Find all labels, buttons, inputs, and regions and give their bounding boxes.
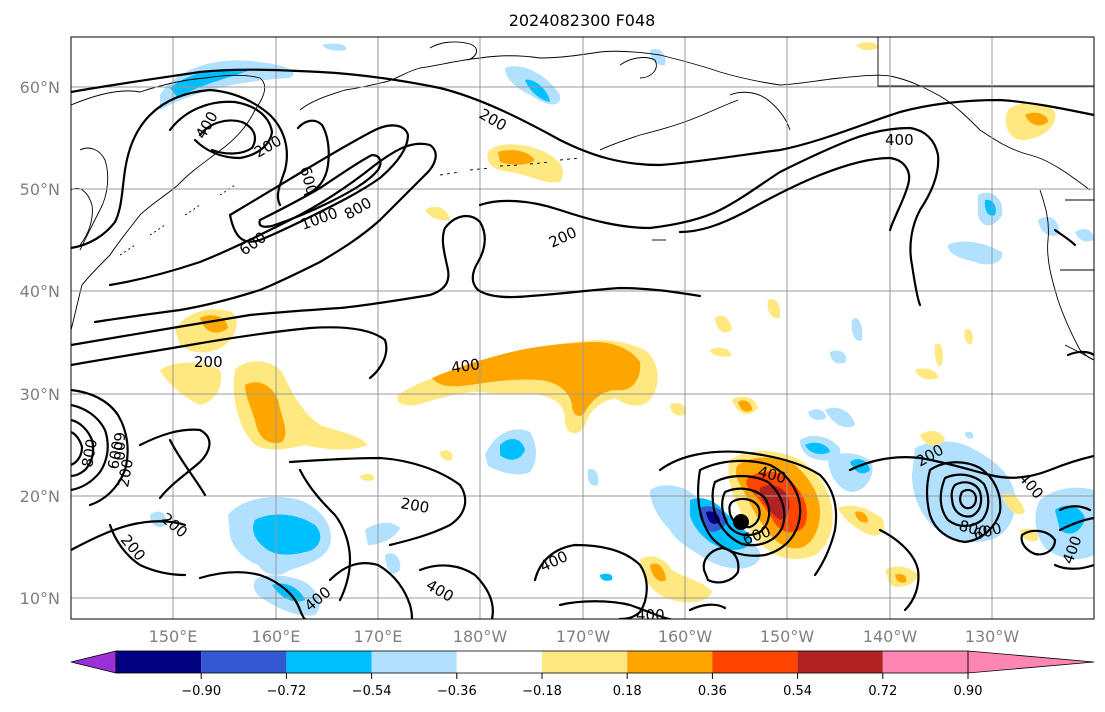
- lon-label: 180°W: [453, 627, 508, 646]
- lon-label: 170°E: [354, 627, 403, 646]
- colorbar-segment: [712, 651, 798, 673]
- contour-label: 400: [450, 355, 481, 377]
- longitude-labels: 150°E 160°E 170°E 180°W 170°W 160°W 150°…: [149, 627, 1020, 646]
- contour-label: 800: [78, 437, 101, 468]
- map-frame: [70, 36, 1095, 620]
- contour-lines: [71, 68, 1094, 619]
- lon-label: 140°W: [863, 627, 918, 646]
- colorbar-tick-label: −0.54: [352, 684, 392, 699]
- colorbar: −0.90 −0.72 −0.54 −0.36 −0.18 0.18 0.36 …: [70, 650, 1095, 699]
- lon-label: 150°W: [760, 627, 815, 646]
- colorbar-segment: [797, 651, 883, 673]
- lat-label: 60°N: [20, 78, 60, 97]
- colorbar-tick-label: −0.36: [437, 684, 477, 699]
- lon-label: 160°W: [658, 627, 713, 646]
- contour-label: 600: [110, 432, 128, 461]
- colorbar-min-arrow: [70, 650, 117, 674]
- colorbar-tick-label: 0.72: [868, 684, 897, 699]
- colorbar-segment: [456, 651, 542, 673]
- colorbar-tick-label: 0.18: [613, 684, 642, 699]
- colorbar-segment: [116, 651, 202, 673]
- colorbar-tick-label: −0.90: [181, 684, 221, 699]
- lat-label: 20°N: [20, 487, 60, 506]
- colorbar-segment: [371, 651, 457, 673]
- lon-label: 150°E: [149, 627, 198, 646]
- contour-label: 600: [104, 439, 127, 470]
- lat-label: 30°N: [20, 385, 60, 404]
- lon-label: 130°W: [965, 627, 1020, 646]
- contour-label: 400: [636, 606, 665, 624]
- contour-label: 200: [399, 494, 430, 517]
- colorbar-max-arrow: [967, 650, 1095, 674]
- colorbar-tick-label: 0.54: [783, 684, 812, 699]
- colorbar-segment: [882, 651, 968, 673]
- contour-label: 200: [194, 353, 223, 371]
- lon-label: 160°E: [252, 627, 301, 646]
- lat-label: 40°N: [20, 282, 60, 301]
- lat-label: 10°N: [20, 589, 60, 608]
- colorbar-tick-label: −0.72: [266, 684, 306, 699]
- colorbar-segment: [286, 651, 372, 673]
- contour-label: 400: [885, 131, 914, 149]
- colorbar-segment: [627, 651, 713, 673]
- colorbar-segment: [542, 651, 628, 673]
- colorbar-tick-label: 0.90: [954, 684, 983, 699]
- lon-label: 170°W: [556, 627, 611, 646]
- latitude-labels: 60°N 50°N 40°N 30°N 20°N 10°N: [20, 78, 60, 608]
- gridlines: [71, 37, 1094, 619]
- colorbar-segment: [201, 651, 287, 673]
- colorbar-tick-label: −0.18: [522, 684, 562, 699]
- contour-label: 200: [114, 457, 137, 488]
- colorbar-tick-label: 0.36: [698, 684, 727, 699]
- colorbar-ticks: [200, 673, 969, 679]
- map-area: 200 400 200 600 400 1000 800 600 200 200…: [71, 37, 1094, 624]
- map-title: 2024082300 F048: [509, 11, 656, 30]
- lat-label: 50°N: [20, 180, 60, 199]
